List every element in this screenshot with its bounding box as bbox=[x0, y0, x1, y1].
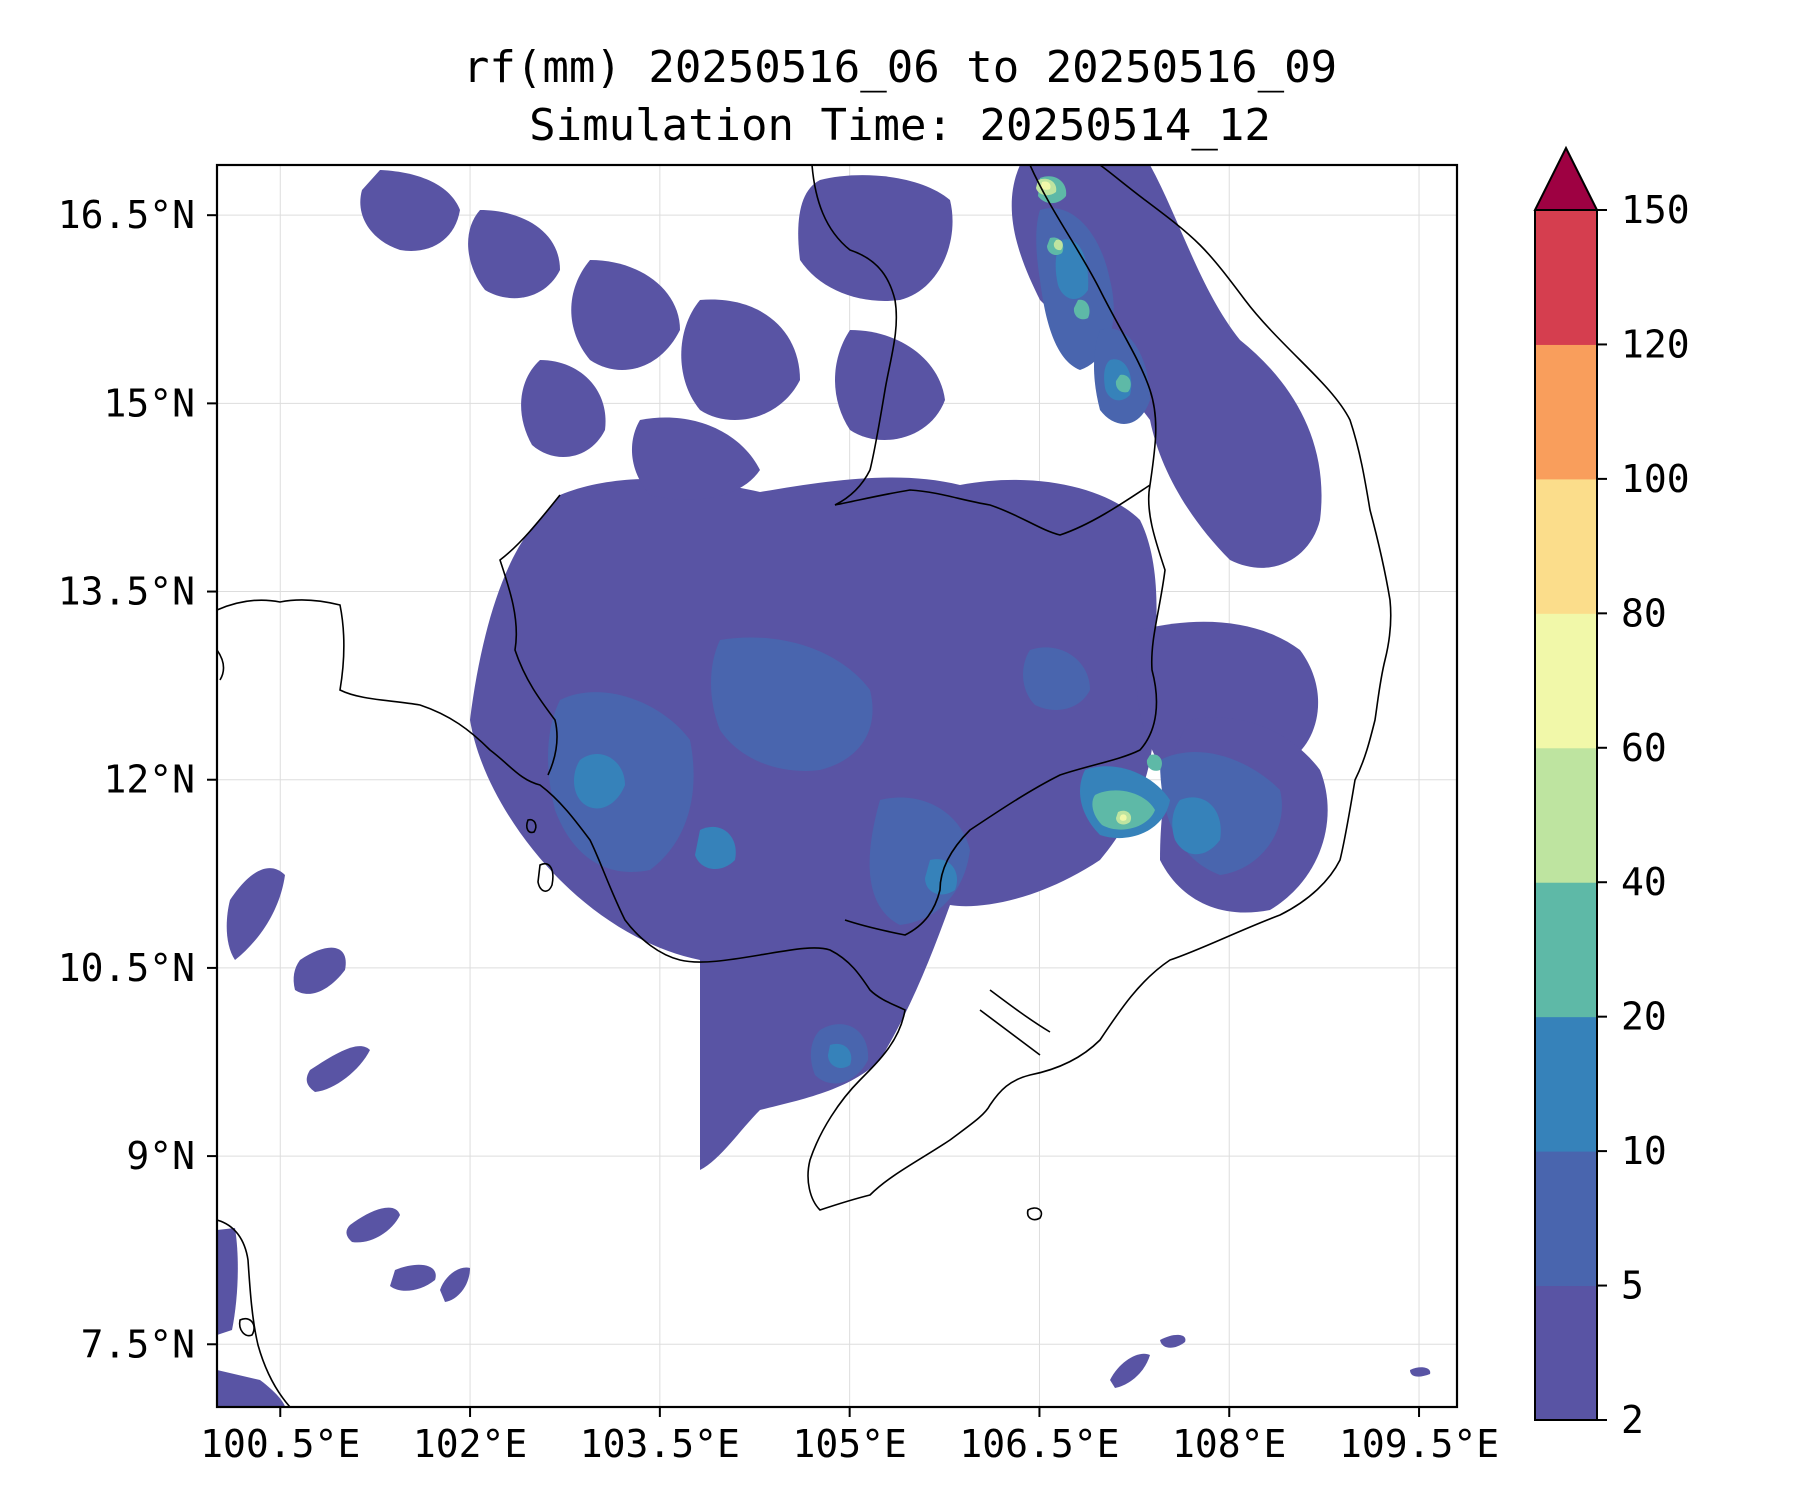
lon-tick-label: 109.5°E bbox=[1339, 1422, 1499, 1466]
border-laos-cambodia bbox=[834, 484, 1151, 536]
border-laos-thailand bbox=[811, 165, 898, 506]
colorbar-tick-label: 100 bbox=[1621, 457, 1690, 501]
lat-tick-label: 9°N bbox=[126, 1134, 195, 1178]
colorbar-outline bbox=[1534, 210, 1598, 1421]
colorbar-extend-triangle bbox=[1533, 145, 1599, 211]
lon-tick-label: 108°E bbox=[1172, 1422, 1286, 1466]
colorbar-segment bbox=[1535, 613, 1597, 749]
lat-tick-label: 7.5°N bbox=[81, 1322, 195, 1366]
island-samui bbox=[238, 1317, 255, 1337]
lat-tick-label: 10.5°N bbox=[58, 946, 195, 990]
colorbar-tick-label: 150 bbox=[1621, 188, 1690, 232]
map-frame bbox=[215, 163, 1459, 1409]
colorbar-segment bbox=[1535, 344, 1597, 480]
lat-tick-label: 13.5°N bbox=[58, 570, 195, 614]
mekong-delta-river-2 bbox=[989, 989, 1051, 1033]
lat-tick-label: 15°N bbox=[103, 381, 195, 425]
coastline-malay-west bbox=[217, 649, 225, 681]
lon-tick-label: 100.5°E bbox=[200, 1422, 360, 1466]
colorbar-segment bbox=[1535, 1016, 1597, 1152]
colorbar-tick-label: 2 bbox=[1621, 1398, 1644, 1442]
rainfall-field bbox=[217, 165, 1431, 1407]
colorbar: 2 5 10 20 40 60 80 100 120 150 bbox=[1533, 145, 1690, 1442]
colorbar-tick-label: 120 bbox=[1621, 322, 1690, 366]
mekong-delta-river-1 bbox=[979, 1009, 1041, 1056]
chart-subtitle: Simulation Time: 20250514_12 bbox=[529, 100, 1271, 151]
lat-tick-label: 16.5°N bbox=[58, 193, 195, 237]
coastlines-and-borders bbox=[217, 165, 1392, 1407]
lon-tick-label: 103.5°E bbox=[580, 1422, 740, 1466]
island-koh-kong bbox=[526, 818, 537, 834]
colorbar-segment bbox=[1535, 747, 1597, 883]
border-cambodia-vietnam bbox=[844, 484, 1166, 936]
colorbar-tick-label: 5 bbox=[1621, 1264, 1644, 1308]
colorbar-tick-label: 40 bbox=[1621, 860, 1667, 904]
rain-60-80mm bbox=[1041, 181, 1127, 821]
colorbar-segment bbox=[1535, 478, 1597, 614]
colorbar-segment bbox=[1535, 1151, 1597, 1287]
lat-tick-label: 12°N bbox=[103, 758, 195, 802]
colorbar-tick-label: 10 bbox=[1621, 1129, 1667, 1173]
colorbar-tick-label: 20 bbox=[1621, 995, 1667, 1039]
lon-tick-label: 105°E bbox=[792, 1422, 906, 1466]
colorbar-segment bbox=[1535, 882, 1597, 1018]
lat-axis: 16.5°N 15°N 13.5°N 12°N 10.5°N 9°N 7.5°N bbox=[58, 193, 217, 1366]
colorbar-tick-label: 60 bbox=[1621, 726, 1667, 770]
chart-title: rf(mm) 20250516_06 to 20250516_09 bbox=[462, 42, 1338, 93]
coastline-thailand-west bbox=[217, 1219, 291, 1407]
coastline-gulf-of-thailand bbox=[217, 165, 1392, 1211]
colorbar-segment bbox=[1535, 1285, 1597, 1421]
border-laos-vietnam bbox=[1029, 165, 1157, 486]
lon-tick-label: 106.5°E bbox=[959, 1422, 1119, 1466]
island-phu-quoc bbox=[537, 863, 554, 892]
lon-axis: 100.5°E 102°E 103.5°E 105°E 106.5°E 108°E 109.… bbox=[200, 1407, 1499, 1466]
lon-tick-label: 102°E bbox=[413, 1422, 527, 1466]
colorbar-segment bbox=[1535, 210, 1597, 345]
border-thailand-cambodia bbox=[499, 494, 561, 776]
colorbar-tick-label: 80 bbox=[1621, 591, 1667, 635]
island-con-dao bbox=[1026, 1207, 1043, 1221]
